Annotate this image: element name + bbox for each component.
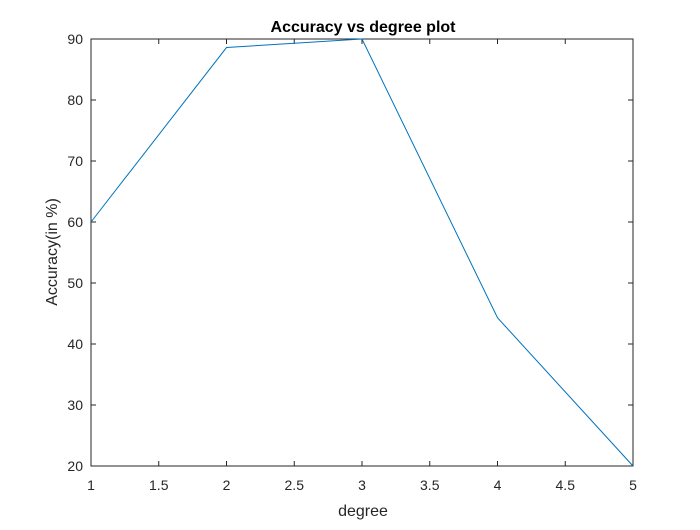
y-axis-label: Accuracy(in %) xyxy=(44,198,61,306)
y-tick-label: 40 xyxy=(67,336,83,352)
y-tick-labels: 20 30 40 50 60 70 80 90 xyxy=(67,31,83,474)
x-tick-label: 3.5 xyxy=(420,477,440,493)
x-axis-label: degree xyxy=(338,503,388,520)
y-tick-label: 20 xyxy=(67,458,83,474)
plot-area xyxy=(90,38,634,467)
y-tick-label: 90 xyxy=(67,31,83,47)
x-tick-label: 4 xyxy=(494,477,502,493)
x-tick-label: 2.5 xyxy=(285,477,305,493)
y-tick-label: 50 xyxy=(67,275,83,291)
x-tick-labels: 1 1.5 2 2.5 3 3.5 4 4.5 5 xyxy=(87,477,637,493)
x-tick-label: 2 xyxy=(223,477,231,493)
chart-title: Accuracy vs degree plot xyxy=(271,19,457,36)
axis-ticks xyxy=(90,38,634,467)
y-tick-label: 80 xyxy=(67,92,83,108)
series-line xyxy=(90,38,634,467)
series-layer xyxy=(90,38,634,467)
x-tick-label: 3 xyxy=(358,477,366,493)
x-tick-label: 1 xyxy=(87,477,95,493)
x-tick-label: 5 xyxy=(629,477,637,493)
y-tick-label: 70 xyxy=(67,153,83,169)
y-tick-label: 60 xyxy=(67,214,83,230)
y-tick-label: 30 xyxy=(67,397,83,413)
x-tick-label: 1.5 xyxy=(149,477,169,493)
x-tick-label: 4.5 xyxy=(556,477,576,493)
